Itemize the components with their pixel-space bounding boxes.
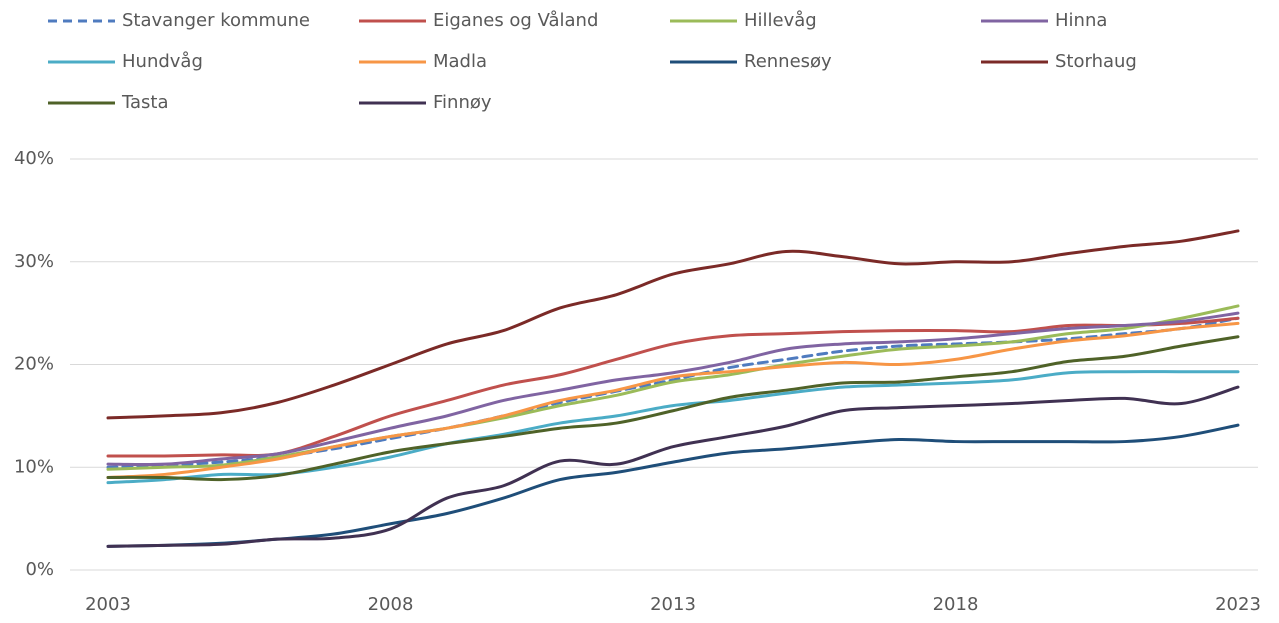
series-line: [106, 335, 1240, 482]
y-tick-label: 40%: [14, 148, 54, 169]
series-line: [106, 321, 1240, 480]
legend-label: Rennesøy: [744, 51, 832, 72]
legend-label: Finnøy: [433, 92, 492, 113]
x-tick-label: 2018: [933, 594, 979, 615]
x-tick-label: 2003: [85, 594, 131, 615]
x-tick-label: 2013: [650, 594, 696, 615]
series-line: [106, 311, 1240, 467]
series-line: [106, 229, 1240, 420]
series-line: [106, 304, 1240, 471]
series-line: [106, 370, 1240, 485]
y-tick-label: 0%: [25, 559, 54, 580]
legend-label: Storhaug: [1055, 51, 1137, 72]
y-tick-label: 10%: [14, 456, 54, 477]
legend-label: Hinna: [1055, 10, 1107, 31]
series-line: [106, 316, 1240, 458]
legend-label: Eiganes og Våland: [433, 10, 598, 31]
y-tick-label: 30%: [14, 251, 54, 272]
legend-label: Hundvåg: [122, 51, 203, 72]
legend-label: Stavanger kommune: [122, 10, 310, 31]
x-tick-label: 2008: [368, 594, 414, 615]
x-tick-label: 2023: [1215, 594, 1261, 615]
legend-label: Tasta: [121, 92, 169, 113]
series-line: [106, 385, 1240, 548]
legend-label: Hillevåg: [744, 10, 817, 31]
legend-label: Madla: [433, 51, 487, 72]
y-tick-label: 20%: [14, 354, 54, 375]
series-line: [106, 423, 1240, 548]
